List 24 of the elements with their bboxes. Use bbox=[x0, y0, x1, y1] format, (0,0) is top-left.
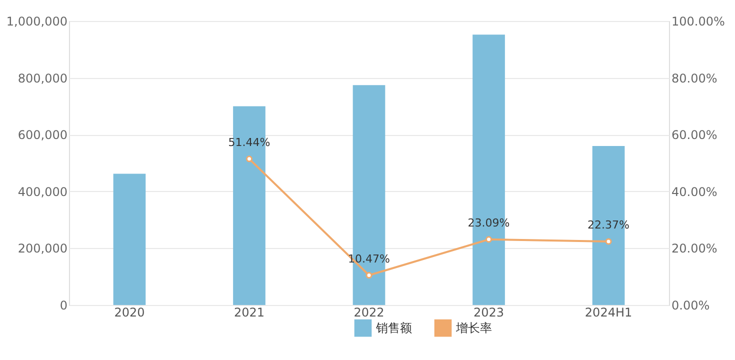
y-tick-label: 800,000 bbox=[18, 71, 68, 86]
x-tick-label: 2024H1 bbox=[584, 306, 632, 320]
point bbox=[486, 236, 492, 243]
y2-tick-label: 40.00% bbox=[672, 184, 718, 199]
x-tick-label: 2021 bbox=[234, 306, 265, 320]
point bbox=[605, 238, 612, 245]
legend-label: 销售额 bbox=[375, 321, 412, 336]
legend-label: 增长率 bbox=[455, 321, 492, 336]
point bbox=[246, 156, 252, 162]
x-tick-label: 2022 bbox=[354, 306, 384, 320]
bar bbox=[113, 174, 146, 305]
x-tick-label: 2020 bbox=[114, 306, 145, 320]
y2-tick-label: 60.00% bbox=[672, 128, 718, 142]
y-tick-label: 200,000 bbox=[18, 242, 68, 256]
x-tick-label: 2023 bbox=[473, 306, 504, 320]
y-tick-label: 600,000 bbox=[18, 128, 68, 142]
y-tick-label: 400,000 bbox=[18, 184, 68, 199]
y2-tick-label: 80.00% bbox=[672, 71, 718, 86]
y-tick-label: 0 bbox=[60, 298, 68, 312]
y-tick-label: 1,000,000 bbox=[6, 14, 68, 28]
y2-tick-label: 20.00% bbox=[672, 242, 718, 256]
y2-tick-label: 0.00% bbox=[672, 298, 710, 312]
y2-tick-label: 100.00% bbox=[672, 14, 725, 28]
point bbox=[366, 272, 372, 279]
